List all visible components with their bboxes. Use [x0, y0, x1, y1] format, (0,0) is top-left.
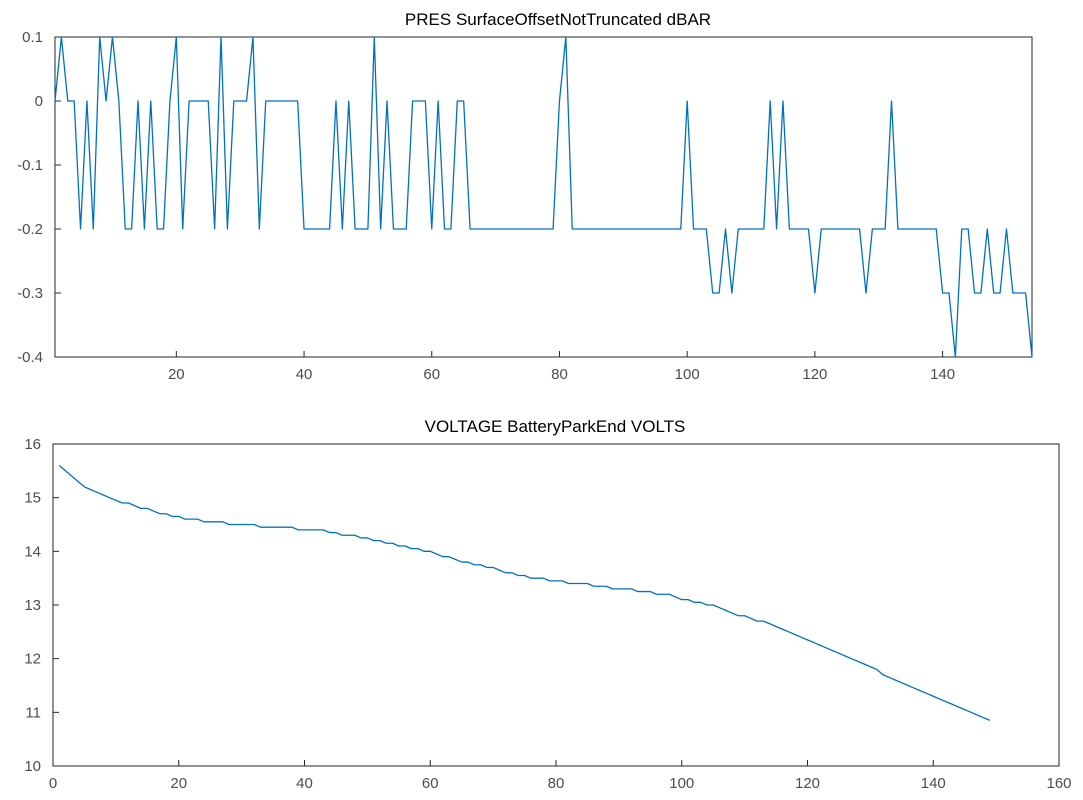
y-tick-label-voltage: 11 [25, 704, 41, 721]
y-tick-label-voltage: 12 [24, 651, 41, 668]
x-tick-label-voltage: 20 [170, 775, 187, 792]
y-tick-label-voltage: 15 [24, 490, 41, 507]
plot-area-pres [54, 36, 1033, 358]
x-tick-label-voltage: 160 [1046, 775, 1071, 792]
x-tick-label-pres: 80 [551, 366, 568, 383]
x-tick-label-voltage: 120 [795, 775, 820, 792]
x-tick-label-pres: 60 [423, 366, 440, 383]
x-tick-label-pres: 140 [930, 366, 955, 383]
x-tick-label-voltage: 80 [548, 775, 565, 792]
chart-title-pres: PRES SurfaceOffsetNotTruncated dBAR [405, 10, 711, 29]
x-tick-label-voltage: 40 [296, 775, 313, 792]
x-tick-label-pres: 40 [296, 366, 313, 383]
series-line-pres [54, 36, 1033, 358]
x-tick-label-voltage: 60 [422, 775, 439, 792]
y-tick-label-pres: 0.1 [22, 29, 43, 46]
y-tick-label-pres: -0.2 [17, 221, 43, 238]
chart-panel-pres: PRES SurfaceOffsetNotTruncated dBAR 20 40… [17, 10, 1033, 383]
chart-panel-voltage: VOLTAGE BatteryParkEnd VOLTS 0 20 40 60 80 10… [24, 417, 1071, 792]
series-line-voltage [58, 464, 991, 721]
y-tick-label-voltage: 13 [24, 597, 41, 614]
x-tick-label-pres: 120 [802, 366, 827, 383]
y-tick-label-pres: -0.1 [17, 157, 43, 174]
x-tick-label-pres: 100 [675, 366, 700, 383]
y-tick-label-pres: 0 [35, 93, 43, 110]
chart-title-voltage: VOLTAGE BatteryParkEnd VOLTS [425, 417, 686, 436]
y-tick-label-voltage: 14 [24, 543, 41, 560]
y-tick-label-voltage: 16 [24, 436, 41, 453]
y-tick-label-pres: -0.4 [17, 349, 43, 366]
x-tick-label-voltage: 140 [921, 775, 946, 792]
x-tick-label-pres: 20 [168, 366, 185, 383]
y-tick-label-voltage: 10 [24, 758, 41, 775]
ticks-voltage: 0 20 40 60 80 100 120 140 160 10 11 12 13 14 15 16 [24, 436, 1071, 792]
x-tick-label-voltage: 0 [49, 775, 57, 792]
x-tick-label-voltage: 100 [669, 775, 694, 792]
ticks-pres: 20 40 60 80 100 120 140 -0.4 -0.3 -0.2 -0.1 0 0.1 [17, 29, 955, 383]
y-tick-label-pres: -0.3 [17, 285, 43, 302]
plot-area-voltage [52, 443, 1060, 767]
